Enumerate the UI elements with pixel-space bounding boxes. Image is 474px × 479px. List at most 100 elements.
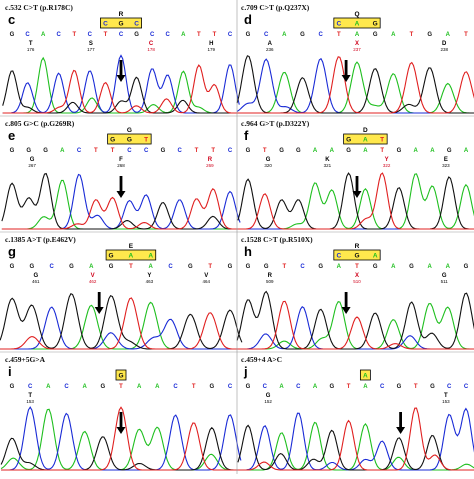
panel-letter: f — [244, 128, 249, 143]
codon-letter: C — [134, 21, 139, 28]
base-call: G — [100, 384, 105, 390]
residue-number: 321 — [324, 163, 332, 168]
codon-letter: G — [118, 373, 123, 380]
base-call: A — [313, 148, 318, 154]
codon-letter: C — [336, 253, 341, 260]
base-call: C — [228, 384, 233, 390]
base-call: A — [181, 32, 186, 38]
amino-acid-label: R — [268, 273, 273, 279]
panel-title: c.532 C>T (p.R178C) — [5, 3, 73, 12]
residue-number: 153 — [442, 399, 450, 404]
amino-acid-label: K — [325, 157, 330, 163]
base-call: G — [397, 148, 402, 154]
wildtype-aa-label: G — [127, 127, 132, 134]
arrow-icon — [396, 427, 406, 434]
base-call: C — [28, 384, 33, 390]
base-call: C — [380, 384, 385, 390]
base-call: G — [26, 148, 31, 154]
residue-number: 267 — [28, 163, 36, 168]
base-call: T — [94, 148, 98, 154]
base-call: A — [313, 384, 318, 390]
panel-c: c.532 C>T (p.R178C)c RC G CG C A C T C T C G C C A T T CT… — [2, 3, 240, 114]
base-call: A — [279, 384, 284, 390]
arrow-icon — [116, 191, 126, 198]
residue-number: 238 — [440, 47, 448, 52]
base-call: G — [209, 384, 214, 390]
base-call: A — [41, 32, 46, 38]
base-call: G — [373, 32, 378, 38]
wildtype-aa-label: D — [363, 127, 368, 134]
base-call: A — [446, 32, 451, 38]
codon-box — [107, 133, 152, 145]
trace-G — [0, 426, 241, 471]
base-call: G — [10, 264, 15, 270]
panel-h: c.1528 C>T (p.R510X)h RC G AG G T C G A T G A G A A GR5… — [236, 235, 474, 350]
residue-number: 268 — [117, 163, 125, 168]
base-call: A — [414, 148, 419, 154]
base-call: G — [134, 32, 139, 38]
panel-title: c.805 G>C (p.G269R) — [5, 119, 75, 128]
base-call: G — [246, 32, 251, 38]
base-call: C — [264, 32, 269, 38]
panel-title: c.709 C>T (p.Q237X) — [241, 3, 310, 12]
base-call: C — [150, 32, 155, 38]
panel-letter: d — [244, 12, 252, 27]
residue-number: 462 — [89, 279, 97, 284]
base-call: G — [409, 264, 414, 270]
residue-number: 323 — [442, 163, 450, 168]
residue-number: 463 — [146, 279, 154, 284]
amino-acid-label: S — [89, 41, 93, 47]
base-call: C — [144, 148, 149, 154]
amino-acid-label: C — [149, 41, 154, 47]
arrow-icon — [352, 191, 362, 198]
base-call: G — [373, 264, 378, 270]
amino-acid-label: X — [355, 41, 359, 47]
base-call: G — [246, 148, 251, 154]
base-call: G — [246, 384, 251, 390]
base-call: G — [300, 32, 305, 38]
panel-title: c.964 G>T (p.D322Y) — [241, 119, 310, 128]
base-call: T — [282, 264, 286, 270]
codon-box — [333, 17, 381, 29]
base-call: T — [104, 32, 108, 38]
base-call: G — [43, 148, 48, 154]
base-call: C — [318, 32, 323, 38]
base-call: A — [355, 32, 360, 38]
codon-letter: G — [346, 137, 351, 144]
base-call: C — [168, 264, 173, 270]
codon-box — [343, 133, 388, 145]
panel-letter: h — [244, 244, 252, 259]
amino-acid-label: Y — [147, 273, 151, 279]
base-call: C — [88, 32, 93, 38]
residue-number: 178 — [147, 47, 155, 52]
codon-letter: A — [363, 373, 368, 380]
base-call: G — [397, 384, 402, 390]
residue-number: 179 — [208, 47, 216, 52]
amino-acid-label: V — [91, 273, 95, 279]
arrow-icon — [341, 307, 351, 314]
amino-acid-label: T — [28, 393, 32, 399]
base-call: T — [464, 32, 468, 38]
base-call: C — [119, 32, 124, 38]
base-call: T — [119, 384, 123, 390]
base-call: A — [149, 264, 154, 270]
codon-letter: G — [109, 253, 114, 260]
base-call: G — [69, 264, 74, 270]
panel-g: c.1385 A>T (p.E462V)g EG A AG G C G A G T A C G T GG46… — [0, 235, 243, 350]
base-call: C — [57, 32, 62, 38]
trace-C — [0, 306, 242, 350]
trace-A — [237, 61, 474, 114]
codon-letter: G — [110, 137, 115, 144]
codon-box — [359, 369, 371, 381]
arrow-icon — [94, 307, 104, 314]
base-call: A — [363, 148, 368, 154]
base-call: C — [447, 384, 452, 390]
residue-number: 177 — [87, 47, 95, 52]
base-call: T — [414, 384, 418, 390]
base-call: T — [410, 32, 414, 38]
base-call: C — [300, 264, 305, 270]
base-call: A — [337, 264, 342, 270]
panel-letter: g — [8, 244, 16, 259]
base-call: G — [296, 148, 301, 154]
